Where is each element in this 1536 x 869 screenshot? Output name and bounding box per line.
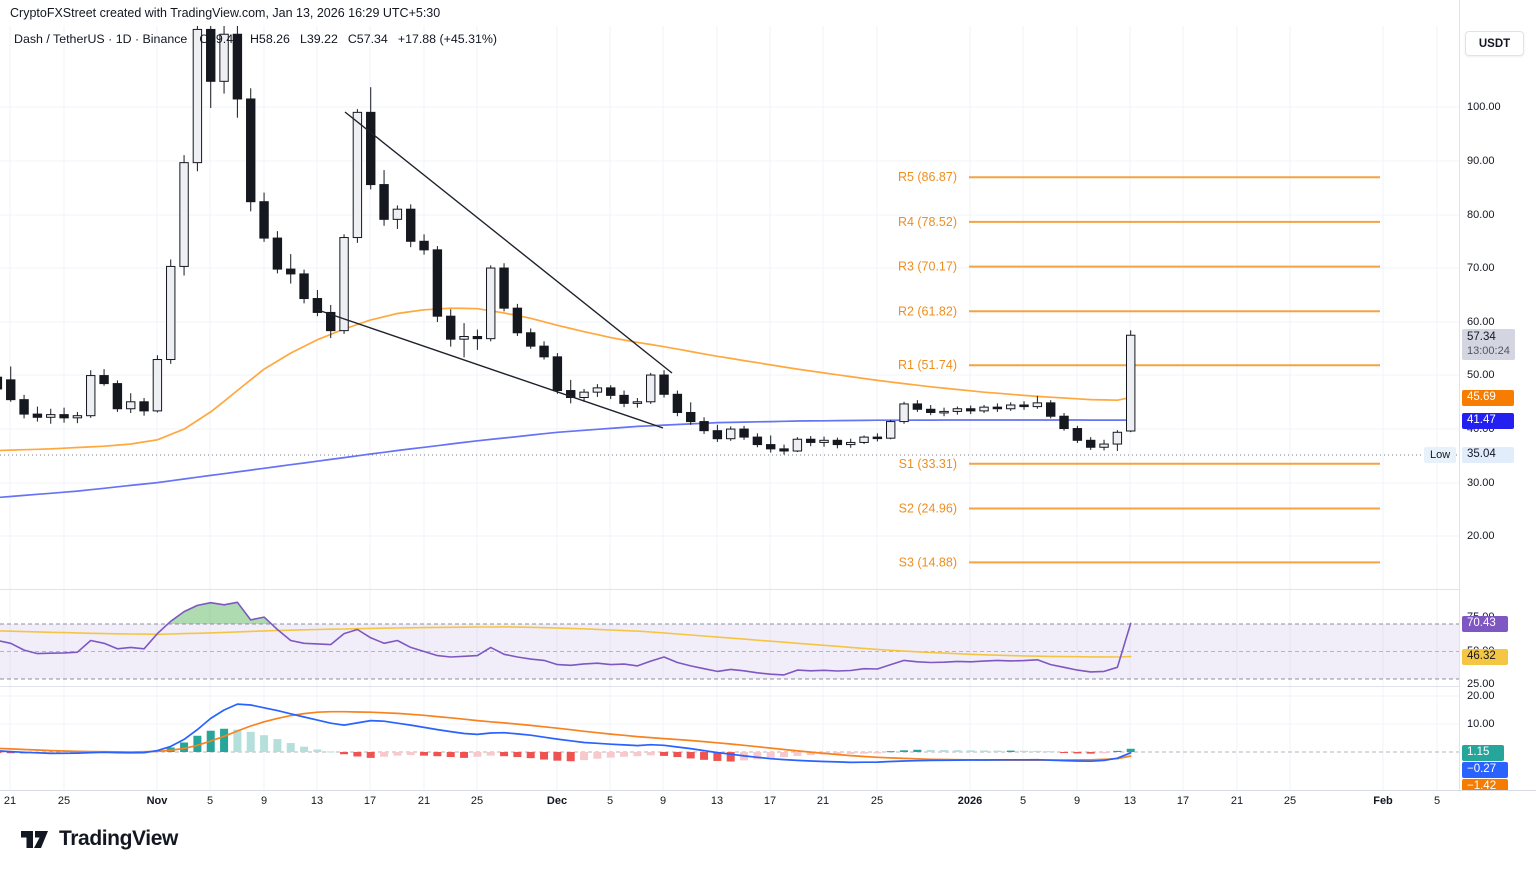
- pivot-label: S1 (33.31): [899, 457, 957, 471]
- tradingview-logo-icon: [21, 831, 48, 848]
- bar-countdown: 13:00:24: [1467, 344, 1510, 357]
- time-tick-label: 25: [870, 795, 884, 807]
- ma-fast-line: [0, 307, 1132, 452]
- time-tick-label: 5: [206, 795, 214, 807]
- time-tick-label: 2026: [957, 795, 983, 807]
- time-tick-label: 9: [260, 795, 268, 807]
- price-tick-label: 90.00: [1467, 155, 1495, 167]
- price-tick-label: 50.00: [1467, 369, 1495, 381]
- time-tick-label: 21: [1230, 795, 1244, 807]
- low-label-chip: Low: [1424, 447, 1457, 463]
- macd-histogram-badge: 1.15: [1462, 745, 1504, 761]
- time-tick-label: Feb: [1373, 795, 1393, 807]
- symbol-title: Dash / TetherUS · 1D · Binance: [14, 32, 188, 46]
- trendline[interactable]: [344, 111, 673, 374]
- rsi-value-badge: 70.43: [1462, 616, 1508, 632]
- time-tick-label: 21: [417, 795, 431, 807]
- pivot-label: R5 (86.87): [898, 170, 957, 184]
- time-tick-label: 13: [1123, 795, 1137, 807]
- time-tick-label: 9: [659, 795, 667, 807]
- time-tick-label: 5: [1019, 795, 1027, 807]
- rsi-tick-label: 25.00: [1467, 678, 1495, 690]
- time-tick-label: Dec: [546, 795, 568, 807]
- time-tick-label: 17: [763, 795, 777, 807]
- time-tick-label: Nov: [146, 795, 168, 807]
- price-tick-label: 100.00: [1467, 101, 1501, 113]
- time-tick-label: 25: [470, 795, 484, 807]
- pivot-label: S2 (24.96): [899, 501, 957, 515]
- macd-tick-label: 10.00: [1467, 718, 1495, 730]
- price-tick-label: 20.00: [1467, 530, 1495, 542]
- price-tick-label: 80.00: [1467, 209, 1495, 221]
- time-tick-label: 25: [57, 795, 71, 807]
- time-tick-label: 5: [606, 795, 614, 807]
- low-price-badge: 35.04: [1462, 447, 1514, 463]
- time-tick-label: 25: [1283, 795, 1297, 807]
- ma-fast-price-badge: 45.69: [1462, 390, 1514, 406]
- pivot-label: R1 (51.74): [898, 358, 957, 372]
- macd-line: [0, 703, 1132, 764]
- legend-high-value: H58.26: [249, 32, 290, 46]
- legend-change-value: +17.88 (+45.31%): [397, 32, 498, 46]
- time-tick-label: 13: [310, 795, 324, 807]
- time-tick-label: 17: [363, 795, 377, 807]
- rsi-ma-line: [0, 626, 1132, 658]
- price-tick-label: 60.00: [1467, 316, 1495, 328]
- time-tick-label: 21: [3, 795, 17, 807]
- rsi-line: [0, 601, 1132, 676]
- pivot-label: S3 (14.88): [899, 555, 957, 569]
- time-tick-label: 13: [710, 795, 724, 807]
- legend-close-value: C57.34: [347, 32, 388, 46]
- grid-lines: [0, 26, 1459, 790]
- price-tick-label: 70.00: [1467, 262, 1495, 274]
- price-axis[interactable]: USDT 57.34 13:00:24 45.69 41.47 35.04 70…: [1459, 0, 1536, 812]
- time-tick-label: 5: [1433, 795, 1441, 807]
- tradingview-logo-text: TradingView: [59, 827, 178, 850]
- trendline[interactable]: [317, 309, 664, 429]
- macd-histogram: [0, 728, 1459, 762]
- rsi-pane: [0, 602, 1459, 680]
- rsi-ma-value-badge: 46.32: [1462, 649, 1508, 665]
- last-price-value: 57.34: [1467, 331, 1496, 343]
- ma-slow-line: [0, 419, 1132, 499]
- candlestick-series: [0, 26, 1136, 455]
- time-tick-label: 9: [1073, 795, 1081, 807]
- time-tick-label: 21: [816, 795, 830, 807]
- chart-svg: R5 (86.87) R4 (78.52) R3 (70.17) R2 (61.82)…: [0, 26, 1536, 790]
- legend-open-value: O39.44: [199, 32, 240, 46]
- macd-line-badge: −0.27: [1462, 762, 1508, 778]
- macd-tick-label: 20.00: [1467, 690, 1495, 702]
- macd-signal-line: [0, 710, 1132, 761]
- price-tick-label: 30.00: [1467, 477, 1495, 489]
- time-tick-label: 17: [1176, 795, 1190, 807]
- pivot-label: R3 (70.17): [898, 260, 957, 274]
- time-axis[interactable]: 21 25 Nov 5 9 13 17 21 25 Dec 5 9 13 17 21 25 2026 5 9 13 17…: [0, 790, 1536, 813]
- pivot-levels: R5 (86.87) R4 (78.52) R3 (70.17) R2 (61.82)…: [898, 170, 1380, 569]
- pivot-label: R4 (78.52): [898, 215, 957, 229]
- pivot-label: R2 (61.82): [898, 304, 957, 318]
- tradingview-logo[interactable]: TradingView: [20, 824, 178, 854]
- attribution-text: CryptoFXStreet created with TradingView.…: [10, 6, 441, 20]
- legend-low-value: L39.22: [299, 32, 338, 46]
- symbol-legend[interactable]: Dash / TetherUS · 1D · Binance O39.44 H5…: [14, 32, 497, 46]
- last-price-badge: 57.34 13:00:24: [1462, 329, 1515, 360]
- chart-canvas[interactable]: R5 (86.87) R4 (78.52) R3 (70.17) R2 (61.82)…: [0, 0, 1536, 790]
- ma-slow-price-badge: 41.47: [1462, 413, 1514, 429]
- currency-toggle-button[interactable]: USDT: [1465, 31, 1524, 56]
